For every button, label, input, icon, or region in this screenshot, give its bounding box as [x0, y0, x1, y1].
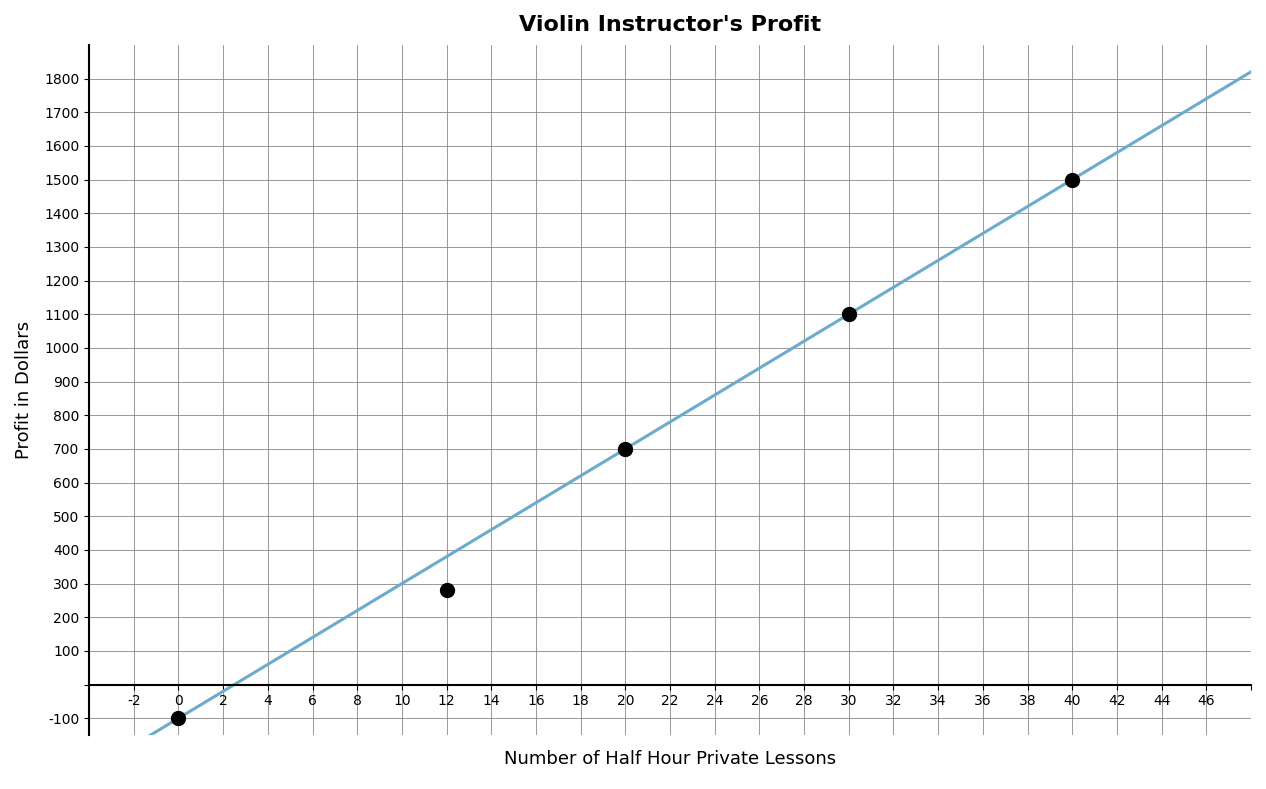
Point	[168, 712, 189, 724]
X-axis label: Number of Half Hour Private Lessons: Number of Half Hour Private Lessons	[504, 750, 836, 768]
Point	[437, 584, 457, 596]
Point	[1062, 174, 1082, 186]
Y-axis label: Profit in Dollars: Profit in Dollars	[15, 321, 33, 459]
Point	[615, 443, 636, 455]
Title: Violin Instructor's Profit: Violin Instructor's Profit	[519, 15, 822, 35]
Point	[838, 308, 858, 320]
